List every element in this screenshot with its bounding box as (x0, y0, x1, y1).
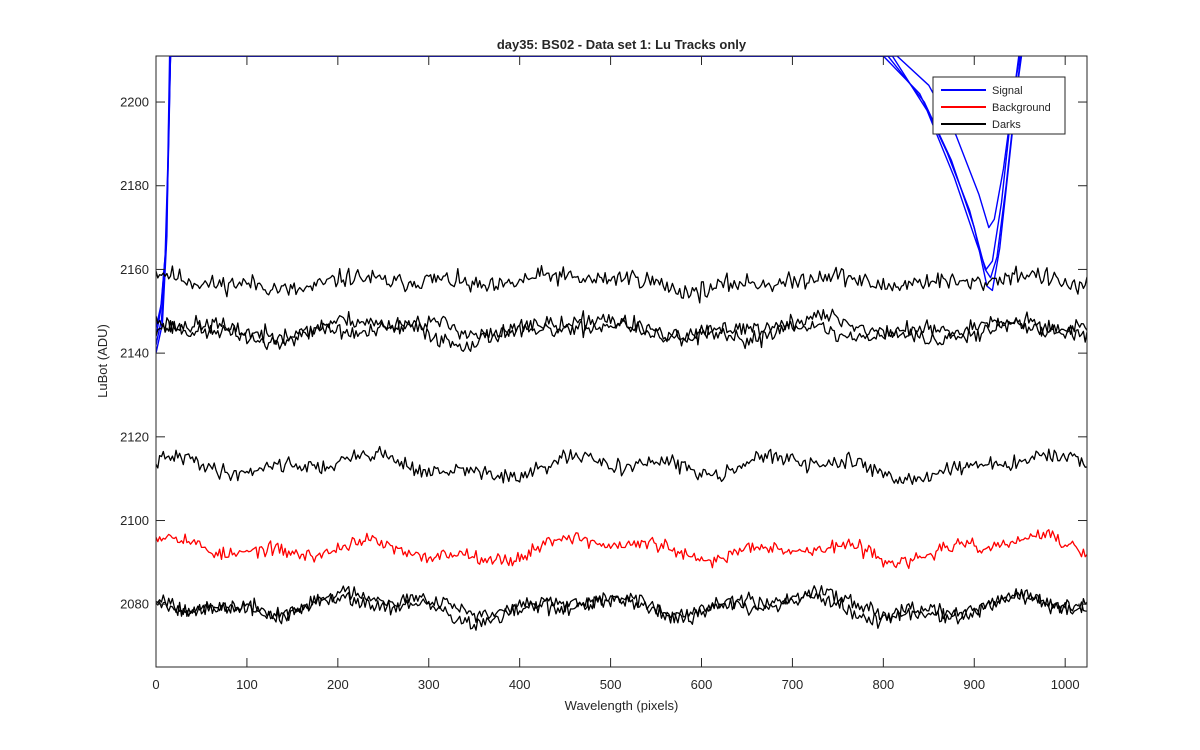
series-layer (156, 56, 1087, 631)
dark-line-10 (156, 589, 1087, 631)
y-axis-label: LuBot (ADU) (95, 324, 110, 398)
ticks-layer: 0 100 200 300 400 500 600 700 800 900 1000 2080 2100… (120, 56, 1087, 692)
x-tick-label: 400 (509, 677, 531, 692)
x-tick-label: 200 (327, 677, 349, 692)
x-tick-label: 900 (963, 677, 985, 692)
plot-area (156, 56, 1087, 667)
y-tick-label: 2080 (120, 597, 149, 612)
y-tick-label: 2200 (120, 95, 149, 110)
x-tick-label: 800 (872, 677, 894, 692)
legend[interactable]: Signal Background Darks (932, 76, 1066, 135)
y-tick-label: 2160 (120, 262, 149, 277)
y-tick-label: 2120 (120, 429, 149, 444)
x-tick-label: 500 (600, 677, 622, 692)
y-tick-label: 2100 (120, 513, 149, 528)
plot-frame (155, 55, 1088, 668)
background-line-8 (156, 529, 1087, 570)
x-tick-label: 1000 (1051, 677, 1080, 692)
y-tick-label: 2140 (120, 346, 149, 361)
x-tick-label: 0 (152, 677, 159, 692)
x-tick-label: 100 (236, 677, 258, 692)
x-tick-label: 700 (782, 677, 804, 692)
x-axis-label: Wavelength (pixels) (565, 698, 679, 713)
signal-line-3 (156, 56, 1020, 354)
y-tick-label: 2180 (120, 178, 149, 193)
dark-line-4 (156, 265, 1087, 304)
legend-label-signal: Signal (992, 85, 1023, 97)
dark-line-9 (156, 585, 1087, 625)
chart-title: day35: BS02 - Data set 1: Lu Tracks only (497, 37, 747, 52)
dark-line-6 (156, 310, 1087, 352)
x-tick-label: 600 (691, 677, 713, 692)
dark-line-7 (156, 445, 1087, 485)
x-tick-label: 300 (418, 677, 440, 692)
legend-label-background: Background (992, 102, 1051, 114)
legend-label-darks: Darks (992, 119, 1021, 131)
